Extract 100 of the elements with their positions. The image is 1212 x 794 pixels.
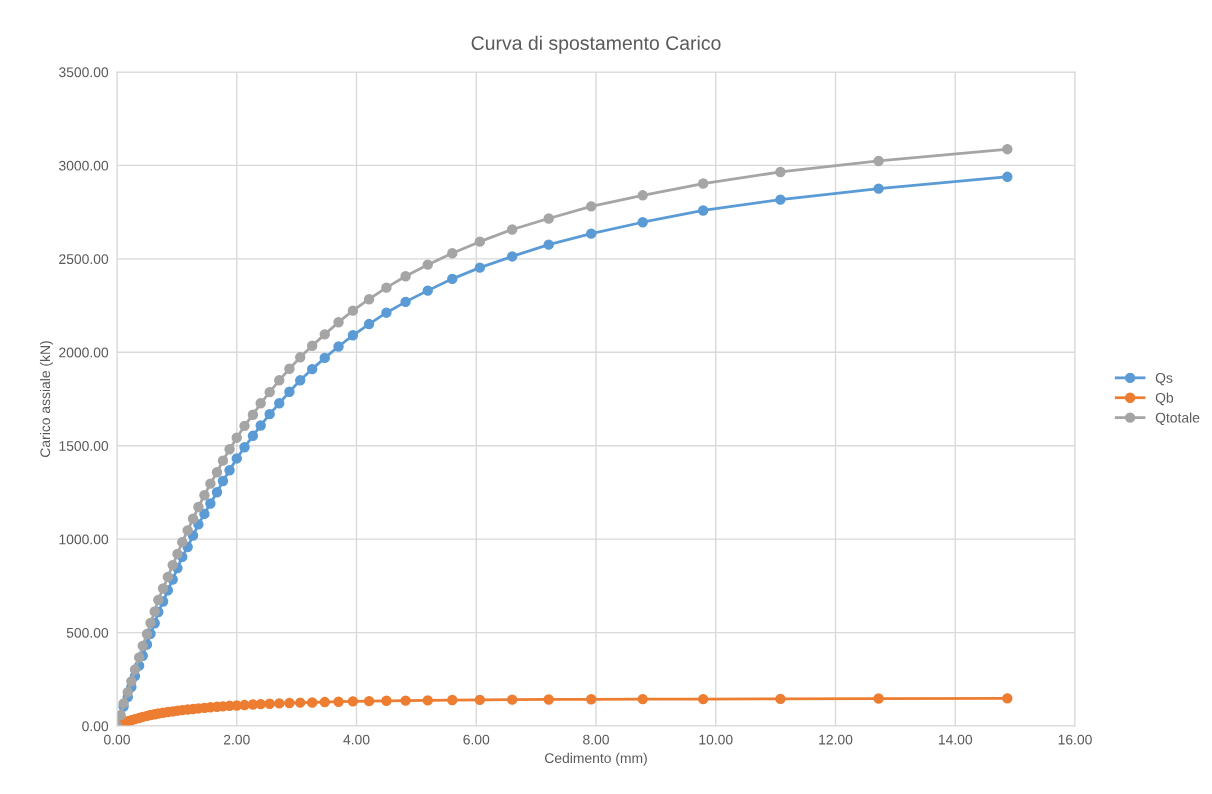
x-axis-title: Cedimento (mm) bbox=[545, 752, 647, 766]
point bbox=[347, 330, 359, 341]
point bbox=[122, 686, 133, 698]
point bbox=[474, 694, 486, 706]
point bbox=[306, 340, 318, 351]
point bbox=[381, 282, 392, 293]
y-tick-label: 3000.00 bbox=[59, 160, 109, 171]
point bbox=[129, 664, 141, 675]
y-tick-label: 1000.00 bbox=[59, 534, 109, 545]
point bbox=[775, 166, 786, 178]
point bbox=[264, 386, 275, 398]
legend-label: Qb bbox=[1155, 392, 1174, 406]
x-tick-label: 16.00 bbox=[1058, 734, 1092, 745]
point bbox=[274, 698, 285, 709]
point bbox=[149, 606, 160, 617]
y-tick-label: 2000.00 bbox=[59, 347, 109, 358]
point bbox=[255, 420, 266, 431]
point bbox=[506, 694, 518, 705]
legend-label: Qtotale bbox=[1155, 412, 1200, 426]
point bbox=[873, 155, 884, 167]
point bbox=[1002, 143, 1013, 155]
point bbox=[586, 201, 597, 212]
point bbox=[333, 341, 344, 352]
point bbox=[239, 420, 250, 432]
point bbox=[333, 316, 344, 328]
point bbox=[133, 652, 145, 663]
y-axis-title: Carico assiale (kN) bbox=[39, 341, 53, 457]
point bbox=[126, 676, 137, 687]
point bbox=[543, 213, 554, 224]
point bbox=[474, 236, 486, 247]
point bbox=[182, 525, 193, 536]
point bbox=[264, 408, 275, 420]
y-tick-label: 1500.00 bbox=[59, 441, 109, 451]
point bbox=[637, 693, 648, 705]
point bbox=[400, 296, 411, 308]
point bbox=[224, 464, 235, 476]
point bbox=[167, 559, 178, 571]
point bbox=[1002, 171, 1013, 183]
point bbox=[381, 695, 392, 706]
point bbox=[775, 693, 786, 705]
point bbox=[199, 508, 210, 520]
point bbox=[873, 693, 884, 704]
point bbox=[447, 248, 458, 259]
point bbox=[157, 583, 169, 594]
point bbox=[205, 478, 216, 489]
y-tick-label: 3500.00 bbox=[59, 67, 109, 78]
point bbox=[586, 228, 597, 239]
point bbox=[333, 696, 344, 707]
point bbox=[284, 363, 295, 374]
point bbox=[306, 363, 318, 375]
point bbox=[319, 329, 330, 340]
point bbox=[363, 294, 375, 305]
point bbox=[255, 398, 266, 409]
point bbox=[506, 251, 518, 262]
point bbox=[231, 432, 242, 443]
point bbox=[284, 697, 295, 709]
point bbox=[217, 455, 229, 466]
point bbox=[637, 217, 648, 228]
point bbox=[193, 501, 204, 513]
point bbox=[586, 694, 597, 705]
x-tick-label: 6.00 bbox=[463, 734, 490, 745]
y-tick-label: 2500.00 bbox=[59, 254, 109, 265]
point bbox=[347, 305, 359, 316]
point bbox=[264, 698, 275, 709]
point bbox=[381, 307, 392, 318]
point bbox=[697, 205, 709, 216]
point bbox=[543, 239, 554, 250]
point bbox=[363, 318, 375, 330]
point bbox=[284, 386, 295, 397]
point bbox=[319, 352, 330, 364]
point bbox=[162, 571, 174, 583]
point bbox=[306, 697, 318, 708]
y-tick-label: 500.00 bbox=[66, 627, 109, 638]
point bbox=[422, 695, 433, 706]
x-tick-label: 14.00 bbox=[938, 734, 973, 745]
point bbox=[247, 409, 259, 420]
point bbox=[255, 698, 266, 710]
x-tick-label: 10.00 bbox=[699, 734, 733, 745]
point bbox=[205, 498, 216, 509]
x-tick-label: 4.00 bbox=[343, 734, 370, 745]
point bbox=[199, 490, 210, 501]
point bbox=[274, 398, 285, 409]
point bbox=[697, 178, 709, 189]
chart-title: Curva di spostamento Carico bbox=[471, 35, 721, 54]
point bbox=[363, 695, 375, 707]
point bbox=[187, 513, 199, 524]
point bbox=[177, 536, 188, 548]
point bbox=[1002, 693, 1013, 704]
point bbox=[211, 487, 223, 498]
point bbox=[295, 375, 306, 386]
point bbox=[231, 453, 242, 464]
point bbox=[347, 696, 359, 707]
point bbox=[447, 273, 458, 285]
point bbox=[447, 694, 458, 706]
point bbox=[543, 694, 554, 705]
point bbox=[295, 352, 306, 363]
point bbox=[274, 375, 285, 386]
point bbox=[775, 194, 786, 205]
point bbox=[211, 467, 223, 478]
x-tick-label: 0.00 bbox=[104, 734, 130, 745]
